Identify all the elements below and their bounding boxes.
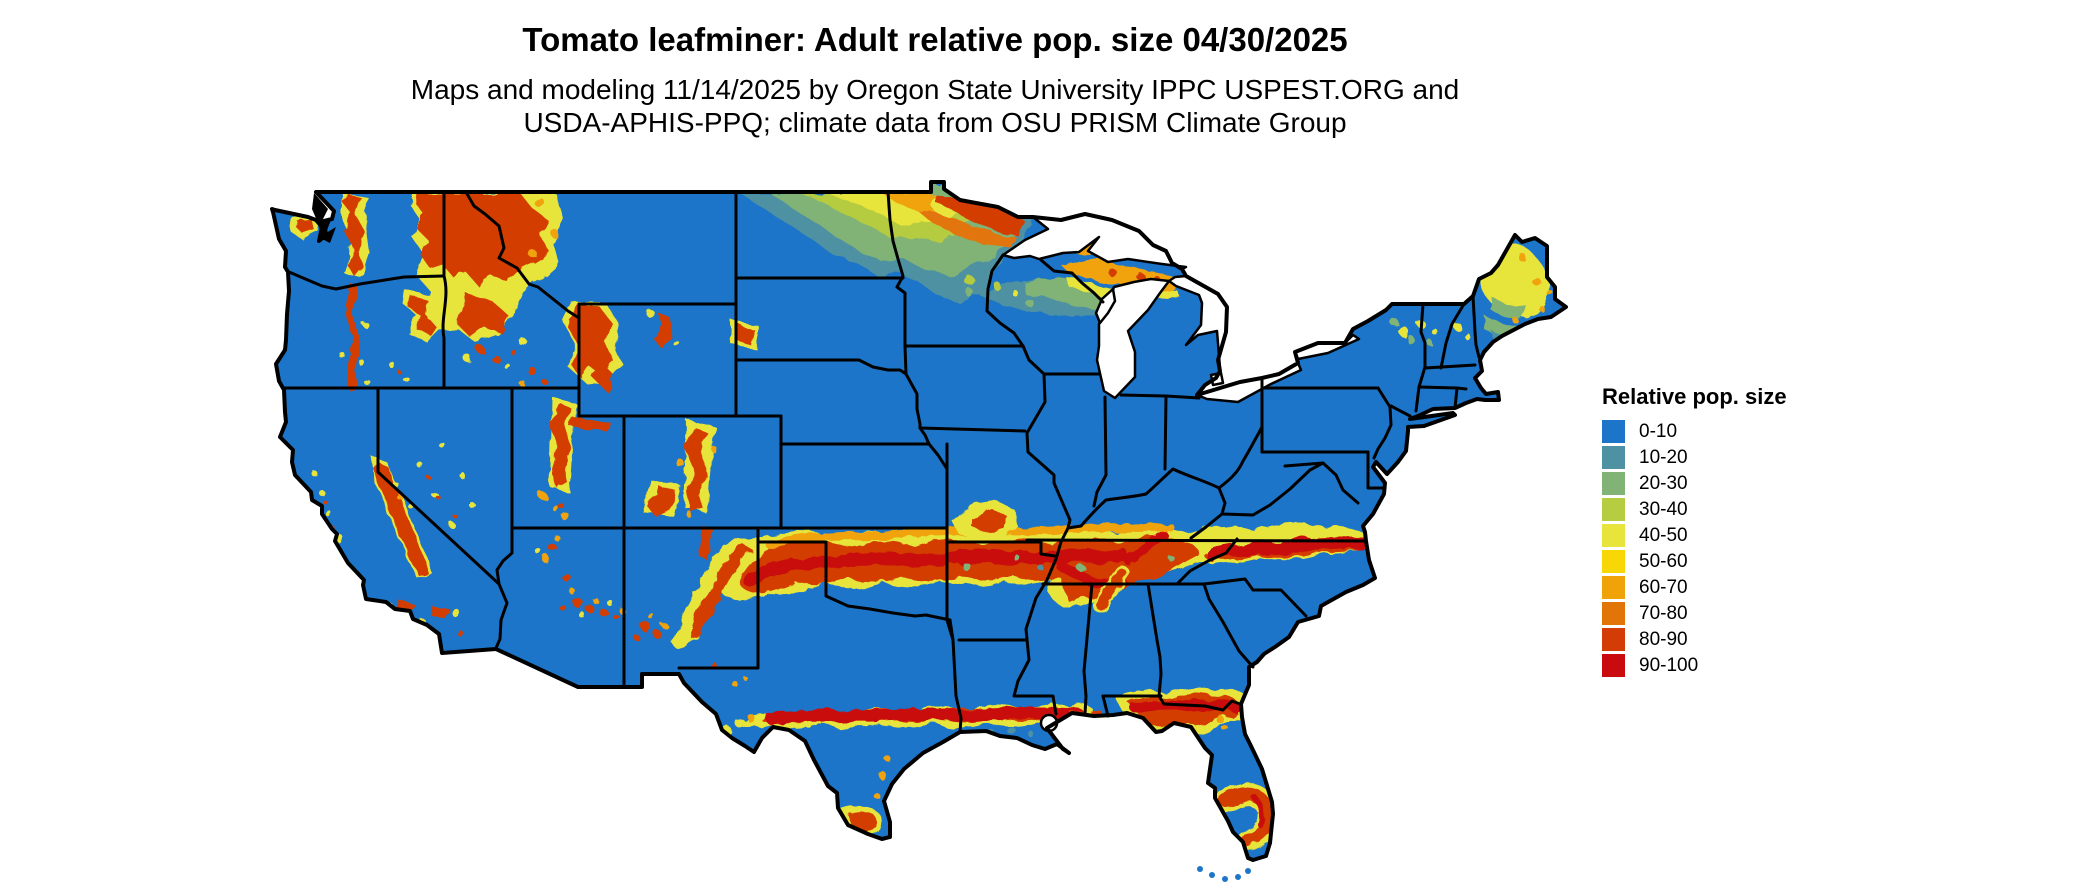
- legend-swatch: [1602, 628, 1625, 651]
- legend-swatch: [1602, 654, 1625, 677]
- legend-label: 0-10: [1639, 421, 1678, 442]
- legend-label: 70-80: [1639, 603, 1688, 624]
- legend-row: 90-100: [1602, 654, 1787, 677]
- legend-label: 90-100: [1639, 655, 1699, 676]
- legend-swatch: [1602, 550, 1625, 573]
- legend-swatch: [1602, 472, 1625, 495]
- legend-row: 80-90: [1602, 628, 1787, 651]
- legend-title: Relative pop. size: [1602, 384, 1787, 409]
- legend-rows: 0-10 10-20 20-30 30-40 40-50 50-60 60-70 70-80 8…: [1602, 420, 1787, 677]
- map-subtitle-line1: Maps and modeling 11/14/2025 by Oregon S…: [410, 74, 1460, 106]
- legend-label: 30-40: [1639, 499, 1688, 520]
- legend-label: 60-70: [1639, 577, 1688, 598]
- map-title: Tomato leafminer: Adult relative pop. si…: [522, 21, 1348, 58]
- legend-row: 70-80: [1602, 602, 1787, 625]
- legend-row: 10-20: [1602, 446, 1787, 469]
- legend-swatch: [1602, 524, 1625, 547]
- legend-label: 20-30: [1639, 473, 1688, 494]
- legend-row: 40-50: [1602, 524, 1787, 547]
- map-subtitle-line2: USDA-APHIS-PPQ; climate data from OSU PR…: [523, 106, 1347, 138]
- legend-row: 60-70: [1602, 576, 1787, 599]
- legend-label: 40-50: [1639, 525, 1688, 546]
- us-map-svg: [270, 180, 1568, 882]
- legend-row: 0-10: [1602, 420, 1787, 443]
- us-map: [270, 163, 1590, 892]
- legend: Relative pop. size 0-10 10-20 20-30 30-40 40…: [1602, 384, 1787, 680]
- legend-row: 30-40: [1602, 498, 1787, 521]
- map-subtitle: Maps and modeling 11/14/2025 by Oregon S…: [270, 74, 1600, 139]
- legend-swatch: [1602, 420, 1625, 443]
- legend-label: 10-20: [1639, 447, 1688, 468]
- legend-swatch: [1602, 498, 1625, 521]
- legend-swatch: [1602, 446, 1625, 469]
- legend-label: 50-60: [1639, 551, 1688, 572]
- population-raster: [290, 183, 1553, 852]
- lake-michigan: [1095, 277, 1171, 400]
- title-block: Tomato leafminer: Adult relative pop. si…: [270, 21, 1600, 139]
- legend-row: 50-60: [1602, 550, 1787, 573]
- legend-swatch: [1602, 602, 1625, 625]
- florida-keys: [1197, 866, 1251, 882]
- legend-label: 80-90: [1639, 629, 1688, 650]
- puget-sound: [312, 193, 336, 243]
- legend-swatch: [1602, 576, 1625, 599]
- state-borders: [282, 190, 1481, 734]
- legend-row: 20-30: [1602, 472, 1787, 495]
